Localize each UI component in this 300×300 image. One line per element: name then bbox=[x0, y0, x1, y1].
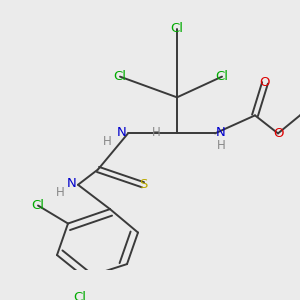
Text: N: N bbox=[216, 125, 226, 139]
Text: H: H bbox=[103, 135, 111, 148]
Text: Cl: Cl bbox=[215, 70, 229, 83]
Text: H: H bbox=[56, 186, 64, 200]
Text: O: O bbox=[273, 127, 283, 140]
Text: Cl: Cl bbox=[74, 291, 86, 300]
Text: N: N bbox=[67, 177, 77, 190]
Text: H: H bbox=[217, 139, 225, 152]
Text: Cl: Cl bbox=[32, 199, 44, 212]
Text: N: N bbox=[117, 125, 127, 139]
Text: H: H bbox=[152, 125, 160, 139]
Text: Cl: Cl bbox=[170, 22, 184, 35]
Text: S: S bbox=[139, 178, 147, 191]
Text: O: O bbox=[260, 76, 270, 89]
Text: Cl: Cl bbox=[113, 70, 127, 83]
